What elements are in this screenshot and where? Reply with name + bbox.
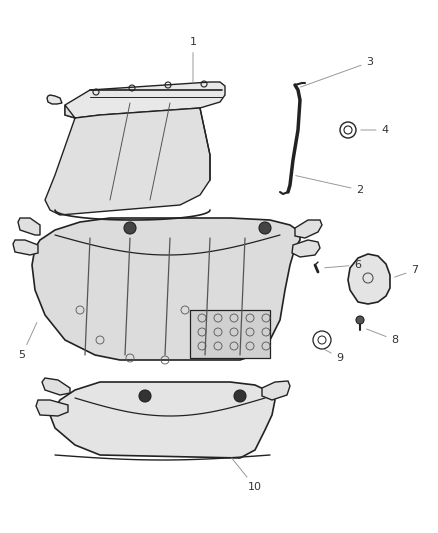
Polygon shape xyxy=(13,240,38,255)
Text: 8: 8 xyxy=(367,329,399,345)
Polygon shape xyxy=(36,400,68,416)
Polygon shape xyxy=(42,378,70,395)
Polygon shape xyxy=(65,82,225,118)
Text: 9: 9 xyxy=(325,349,343,363)
Circle shape xyxy=(234,390,246,402)
Polygon shape xyxy=(32,218,300,360)
Text: 6: 6 xyxy=(325,260,361,270)
Polygon shape xyxy=(47,95,62,104)
Circle shape xyxy=(356,316,364,324)
Text: 2: 2 xyxy=(296,175,364,195)
Text: 4: 4 xyxy=(361,125,389,135)
Polygon shape xyxy=(262,381,290,400)
Text: 1: 1 xyxy=(190,37,197,82)
Polygon shape xyxy=(190,310,270,358)
Polygon shape xyxy=(295,220,322,238)
Circle shape xyxy=(124,222,136,234)
Polygon shape xyxy=(45,105,210,215)
Polygon shape xyxy=(50,382,275,458)
Text: 10: 10 xyxy=(232,458,262,492)
Circle shape xyxy=(139,390,151,402)
Polygon shape xyxy=(292,240,320,257)
Text: 7: 7 xyxy=(395,265,419,277)
Circle shape xyxy=(259,222,271,234)
Text: 3: 3 xyxy=(300,57,374,87)
Polygon shape xyxy=(348,254,390,304)
Polygon shape xyxy=(18,218,40,235)
Text: 5: 5 xyxy=(18,322,37,360)
